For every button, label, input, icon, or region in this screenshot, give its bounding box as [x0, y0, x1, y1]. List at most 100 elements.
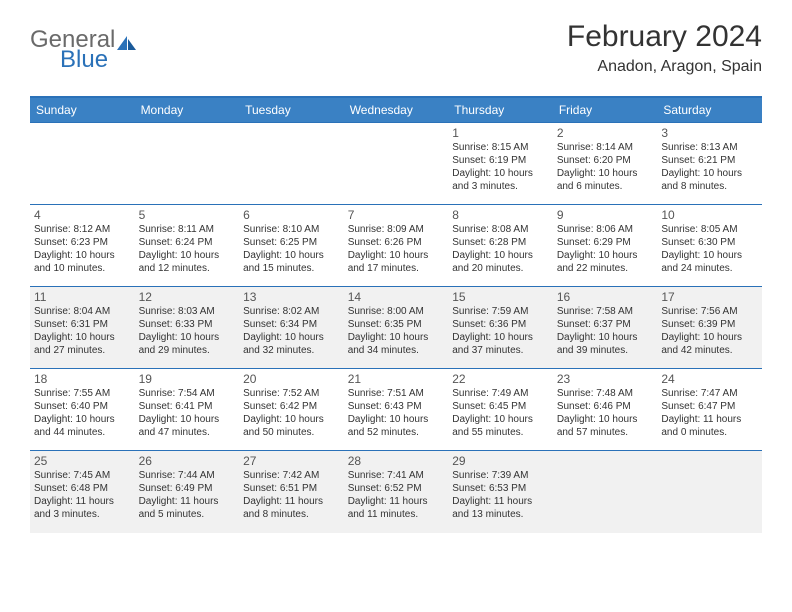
day-cell: 28Sunrise: 7:41 AMSunset: 6:52 PMDayligh…	[344, 451, 449, 533]
day-number: 14	[348, 290, 445, 304]
day-number: 26	[139, 454, 236, 468]
day-cell: 6Sunrise: 8:10 AMSunset: 6:25 PMDaylight…	[239, 205, 344, 287]
calendar-table: SundayMondayTuesdayWednesdayThursdayFrid…	[30, 96, 762, 533]
day-cell: 15Sunrise: 7:59 AMSunset: 6:36 PMDayligh…	[448, 287, 553, 369]
empty-cell	[657, 451, 762, 533]
week-row: 25Sunrise: 7:45 AMSunset: 6:48 PMDayligh…	[30, 451, 762, 533]
day-number: 20	[243, 372, 340, 386]
day-info: Sunrise: 8:08 AMSunset: 6:28 PMDaylight:…	[452, 223, 549, 275]
day-cell: 23Sunrise: 7:48 AMSunset: 6:46 PMDayligh…	[553, 369, 658, 451]
day-info: Sunrise: 7:51 AMSunset: 6:43 PMDaylight:…	[348, 387, 445, 439]
day-number: 9	[557, 208, 654, 222]
day-info: Sunrise: 8:14 AMSunset: 6:20 PMDaylight:…	[557, 141, 654, 193]
weekday-header-row: SundayMondayTuesdayWednesdayThursdayFrid…	[30, 97, 762, 123]
day-number: 4	[34, 208, 131, 222]
weekday-header: Friday	[553, 97, 658, 123]
day-number: 19	[139, 372, 236, 386]
day-cell: 18Sunrise: 7:55 AMSunset: 6:40 PMDayligh…	[30, 369, 135, 451]
day-info: Sunrise: 7:42 AMSunset: 6:51 PMDaylight:…	[243, 469, 340, 521]
day-cell: 16Sunrise: 7:58 AMSunset: 6:37 PMDayligh…	[553, 287, 658, 369]
day-info: Sunrise: 7:49 AMSunset: 6:45 PMDaylight:…	[452, 387, 549, 439]
empty-cell	[135, 123, 240, 205]
day-info: Sunrise: 7:56 AMSunset: 6:39 PMDaylight:…	[661, 305, 758, 357]
day-info: Sunrise: 8:09 AMSunset: 6:26 PMDaylight:…	[348, 223, 445, 275]
day-info: Sunrise: 7:39 AMSunset: 6:53 PMDaylight:…	[452, 469, 549, 521]
day-cell: 29Sunrise: 7:39 AMSunset: 6:53 PMDayligh…	[448, 451, 553, 533]
day-cell: 1Sunrise: 8:15 AMSunset: 6:19 PMDaylight…	[448, 123, 553, 205]
day-cell: 2Sunrise: 8:14 AMSunset: 6:20 PMDaylight…	[553, 123, 658, 205]
day-cell: 21Sunrise: 7:51 AMSunset: 6:43 PMDayligh…	[344, 369, 449, 451]
day-info: Sunrise: 7:54 AMSunset: 6:41 PMDaylight:…	[139, 387, 236, 439]
week-row: 4Sunrise: 8:12 AMSunset: 6:23 PMDaylight…	[30, 205, 762, 287]
day-cell: 5Sunrise: 8:11 AMSunset: 6:24 PMDaylight…	[135, 205, 240, 287]
day-cell: 17Sunrise: 7:56 AMSunset: 6:39 PMDayligh…	[657, 287, 762, 369]
empty-cell	[30, 123, 135, 205]
day-cell: 22Sunrise: 7:49 AMSunset: 6:45 PMDayligh…	[448, 369, 553, 451]
day-info: Sunrise: 8:04 AMSunset: 6:31 PMDaylight:…	[34, 305, 131, 357]
day-cell: 8Sunrise: 8:08 AMSunset: 6:28 PMDaylight…	[448, 205, 553, 287]
day-number: 2	[557, 126, 654, 140]
day-number: 6	[243, 208, 340, 222]
day-info: Sunrise: 7:58 AMSunset: 6:37 PMDaylight:…	[557, 305, 654, 357]
empty-cell	[239, 123, 344, 205]
day-number: 29	[452, 454, 549, 468]
day-info: Sunrise: 8:13 AMSunset: 6:21 PMDaylight:…	[661, 141, 758, 193]
day-info: Sunrise: 8:15 AMSunset: 6:19 PMDaylight:…	[452, 141, 549, 193]
day-cell: 19Sunrise: 7:54 AMSunset: 6:41 PMDayligh…	[135, 369, 240, 451]
day-number: 15	[452, 290, 549, 304]
day-cell: 7Sunrise: 8:09 AMSunset: 6:26 PMDaylight…	[344, 205, 449, 287]
logo-text-blue: Blue	[60, 48, 138, 72]
calendar-body: 1Sunrise: 8:15 AMSunset: 6:19 PMDaylight…	[30, 123, 762, 533]
month-title: February 2024	[567, 20, 762, 54]
day-info: Sunrise: 7:48 AMSunset: 6:46 PMDaylight:…	[557, 387, 654, 439]
title-block: February 2024 Anadon, Aragon, Spain	[567, 20, 762, 76]
day-info: Sunrise: 8:11 AMSunset: 6:24 PMDaylight:…	[139, 223, 236, 275]
day-info: Sunrise: 8:10 AMSunset: 6:25 PMDaylight:…	[243, 223, 340, 275]
day-info: Sunrise: 7:55 AMSunset: 6:40 PMDaylight:…	[34, 387, 131, 439]
weekday-header: Saturday	[657, 97, 762, 123]
weekday-header: Thursday	[448, 97, 553, 123]
day-info: Sunrise: 8:03 AMSunset: 6:33 PMDaylight:…	[139, 305, 236, 357]
empty-cell	[344, 123, 449, 205]
day-number: 13	[243, 290, 340, 304]
day-number: 11	[34, 290, 131, 304]
day-number: 12	[139, 290, 236, 304]
day-number: 27	[243, 454, 340, 468]
week-row: 1Sunrise: 8:15 AMSunset: 6:19 PMDaylight…	[30, 123, 762, 205]
weekday-header: Tuesday	[239, 97, 344, 123]
day-cell: 14Sunrise: 8:00 AMSunset: 6:35 PMDayligh…	[344, 287, 449, 369]
day-info: Sunrise: 8:12 AMSunset: 6:23 PMDaylight:…	[34, 223, 131, 275]
week-row: 18Sunrise: 7:55 AMSunset: 6:40 PMDayligh…	[30, 369, 762, 451]
day-info: Sunrise: 7:44 AMSunset: 6:49 PMDaylight:…	[139, 469, 236, 521]
day-number: 8	[452, 208, 549, 222]
day-number: 18	[34, 372, 131, 386]
logo: GeneralBlue	[30, 28, 138, 72]
weekday-header: Monday	[135, 97, 240, 123]
day-number: 22	[452, 372, 549, 386]
day-cell: 10Sunrise: 8:05 AMSunset: 6:30 PMDayligh…	[657, 205, 762, 287]
day-number: 10	[661, 208, 758, 222]
day-info: Sunrise: 7:41 AMSunset: 6:52 PMDaylight:…	[348, 469, 445, 521]
day-number: 1	[452, 126, 549, 140]
day-number: 5	[139, 208, 236, 222]
day-cell: 11Sunrise: 8:04 AMSunset: 6:31 PMDayligh…	[30, 287, 135, 369]
day-info: Sunrise: 7:45 AMSunset: 6:48 PMDaylight:…	[34, 469, 131, 521]
day-info: Sunrise: 8:06 AMSunset: 6:29 PMDaylight:…	[557, 223, 654, 275]
day-cell: 20Sunrise: 7:52 AMSunset: 6:42 PMDayligh…	[239, 369, 344, 451]
day-cell: 25Sunrise: 7:45 AMSunset: 6:48 PMDayligh…	[30, 451, 135, 533]
day-cell: 12Sunrise: 8:03 AMSunset: 6:33 PMDayligh…	[135, 287, 240, 369]
day-info: Sunrise: 8:02 AMSunset: 6:34 PMDaylight:…	[243, 305, 340, 357]
day-info: Sunrise: 8:05 AMSunset: 6:30 PMDaylight:…	[661, 223, 758, 275]
day-cell: 26Sunrise: 7:44 AMSunset: 6:49 PMDayligh…	[135, 451, 240, 533]
day-cell: 24Sunrise: 7:47 AMSunset: 6:47 PMDayligh…	[657, 369, 762, 451]
day-cell: 27Sunrise: 7:42 AMSunset: 6:51 PMDayligh…	[239, 451, 344, 533]
day-number: 24	[661, 372, 758, 386]
weekday-header: Sunday	[30, 97, 135, 123]
empty-cell	[553, 451, 658, 533]
day-info: Sunrise: 7:47 AMSunset: 6:47 PMDaylight:…	[661, 387, 758, 439]
day-number: 25	[34, 454, 131, 468]
day-number: 28	[348, 454, 445, 468]
day-number: 16	[557, 290, 654, 304]
day-info: Sunrise: 7:52 AMSunset: 6:42 PMDaylight:…	[243, 387, 340, 439]
day-number: 3	[661, 126, 758, 140]
